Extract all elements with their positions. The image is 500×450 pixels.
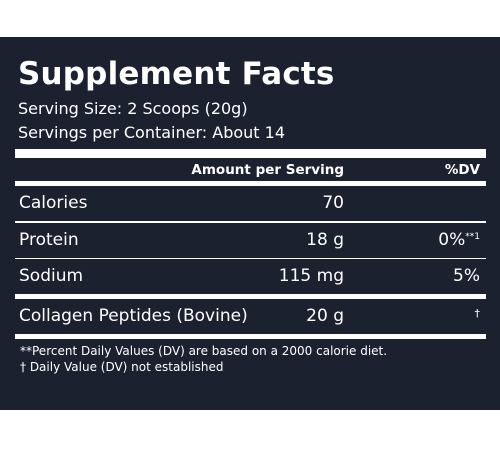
- column-header-row: Amount per Serving %DV: [15, 158, 486, 181]
- supplement-facts-panel: Supplement Facts Serving Size: 2 Scoops …: [0, 37, 500, 410]
- nutrient-amount: 115 mg: [278, 266, 344, 286]
- nutrient-dv-mark: **1: [465, 231, 480, 242]
- footnote-percent-dv: **Percent Daily Values (DV) are based on…: [20, 344, 388, 358]
- nutrient-dv: 0%**1: [438, 230, 480, 250]
- serving-size: Serving Size: 2 Scoops (20g): [18, 99, 248, 118]
- nutrient-dv-value: 0%: [438, 229, 466, 250]
- nutrient-row-protein: Protein 18 g 0%**1: [15, 223, 486, 258]
- divider-thick: [15, 149, 486, 158]
- daily-value-header: %DV: [444, 162, 480, 178]
- footnote-dagger: † Daily Value (DV) not established: [20, 360, 224, 374]
- nutrient-amount: 18 g: [306, 229, 344, 250]
- servings-per-container: Servings per Container: About 14: [18, 123, 286, 142]
- nutrient-dv-mark: †: [474, 307, 481, 320]
- nutrient-row-sodium: Sodium 115 mg 5%: [15, 259, 486, 294]
- nutrient-name: Calories: [19, 193, 88, 213]
- nutrient-dv: †: [475, 307, 481, 320]
- label-title: Supplement Facts: [18, 56, 335, 92]
- divider-row: [15, 257, 486, 259]
- amount-per-serving-header: Amount per Serving: [191, 162, 344, 178]
- nutrient-name: Sodium: [19, 266, 84, 286]
- nutrient-amount: 20 g: [306, 306, 344, 326]
- divider-bottom: [15, 334, 486, 339]
- nutrient-row-calories: Calories 70: [15, 186, 486, 221]
- nutrient-name: Protein: [19, 229, 79, 250]
- nutrient-row-collagen: Collagen Peptides (Bovine) 20 g †: [15, 299, 486, 334]
- divider-section: [15, 294, 486, 299]
- nutrient-amount: 70: [322, 193, 344, 213]
- nutrient-name: Collagen Peptides (Bovine): [19, 306, 248, 326]
- divider-row: [15, 221, 486, 223]
- nutrient-dv: 5%: [453, 266, 480, 286]
- supplement-facts-content: Supplement Facts Serving Size: 2 Scoops …: [15, 57, 486, 375]
- divider-header: [15, 181, 486, 186]
- nutrient-dv-value: 5%: [453, 266, 480, 286]
